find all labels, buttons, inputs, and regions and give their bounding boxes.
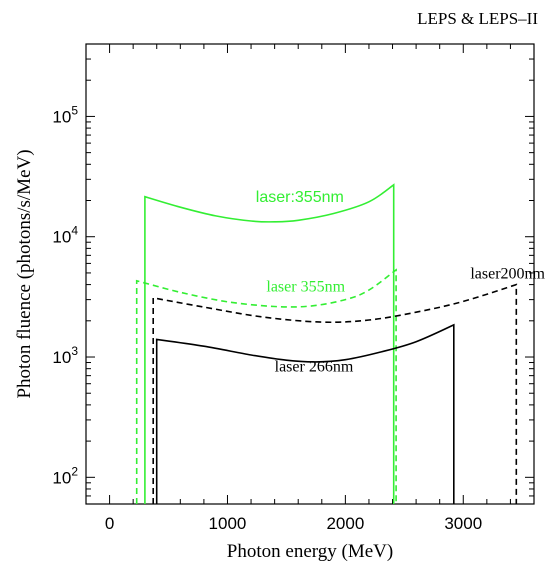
series-label-0: laser:355nm <box>256 189 344 206</box>
series-labels: laser:355nm laser 355nm laser200nm laser 26… <box>256 189 546 376</box>
x-axis-label: Photon energy (MeV) <box>227 541 393 562</box>
series-line-2 <box>152 283 518 504</box>
plot-frame <box>85 43 535 505</box>
y-tick-label: 105 <box>52 103 78 126</box>
series-label-3: laser 266nm <box>275 358 354 375</box>
x-tick-label: 3000 <box>444 514 482 533</box>
x-tick-label: 1000 <box>209 514 247 533</box>
series-line-0 <box>144 183 395 504</box>
series-label-1: laser 355nm <box>266 279 345 296</box>
y-tick-label: 102 <box>52 464 78 487</box>
x-axis-ticks: 0 1000 2000 3000 <box>85 44 535 533</box>
chart-title: LEPS & LEPS–II <box>417 9 538 28</box>
x-tick-label: 0 <box>105 514 114 533</box>
y-tick-label: 103 <box>52 344 78 367</box>
y-tick-label: 104 <box>52 224 78 247</box>
series-label-2: laser200nm <box>470 265 545 282</box>
x-tick-label: 2000 <box>326 514 364 533</box>
series-layer <box>135 183 518 504</box>
series-line-3 <box>155 323 455 504</box>
series-line-1 <box>135 268 397 504</box>
y-axis-ticks: 102 103 104 105 <box>52 43 534 505</box>
y-axis-label: Photon fluence (photons/s/MeV) <box>14 149 35 398</box>
